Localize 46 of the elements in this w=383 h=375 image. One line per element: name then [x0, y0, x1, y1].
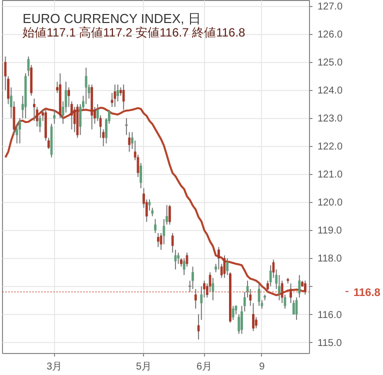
candlestick — [124, 118, 128, 136]
candlestick — [156, 232, 160, 248]
candlestick — [128, 132, 131, 152]
y-tick-label: 126.0 — [318, 30, 343, 41]
x-tick-label: 5月 — [136, 362, 152, 372]
candlestick — [258, 282, 260, 306]
candlestick — [171, 232, 174, 254]
candlestick — [232, 305, 234, 320]
candlestick — [194, 288, 197, 310]
x-tick-label: 9 — [259, 362, 266, 372]
candlestick — [197, 314, 200, 340]
x-tick-label: 6月 — [196, 362, 212, 372]
candlestick — [192, 266, 194, 290]
candlestick — [295, 296, 298, 320]
candlestick — [298, 274, 301, 298]
ref-line-label: 116.8 — [354, 286, 380, 299]
candlestick — [18, 118, 21, 144]
candlestick — [114, 84, 116, 108]
candlestick — [148, 198, 151, 212]
x-tick-label: 3月 — [46, 362, 62, 372]
y-tick-label: 127.0 — [318, 2, 343, 13]
y-tick-label: 121.0 — [318, 170, 343, 181]
y-tick-label: 122.0 — [318, 142, 343, 153]
candlestick — [223, 254, 226, 278]
y-tick-label: 116.0 — [318, 310, 342, 321]
y-tick-label: 119.0 — [318, 226, 342, 237]
annotation: 始値117.1 高値117.2 安値116.7 終値116.8 — [22, 26, 246, 40]
candlestick — [304, 280, 306, 296]
candlestick — [290, 282, 292, 304]
candlestick — [168, 204, 171, 226]
candlestick — [252, 302, 254, 332]
text: EURO CURRENCY INDEX, 日 — [22, 11, 201, 26]
candlestick — [154, 218, 156, 234]
candlestick — [174, 249, 177, 270]
y-tick-label: 118.0 — [318, 254, 342, 265]
candlestick — [177, 252, 180, 264]
y-tick-label: 120.0 — [318, 198, 343, 209]
candlestick — [84, 67, 88, 105]
candlestick — [47, 137, 50, 150]
y-tick-label: 124.0 — [318, 86, 343, 97]
candlestick — [122, 84, 125, 110]
candlestick — [254, 316, 258, 329]
candlestick — [53, 109, 56, 124]
y-tick-label: 125.0 — [318, 58, 343, 69]
y-tick-label: 123.0 — [318, 114, 343, 125]
y-tick-label: 115.0 — [318, 338, 342, 349]
